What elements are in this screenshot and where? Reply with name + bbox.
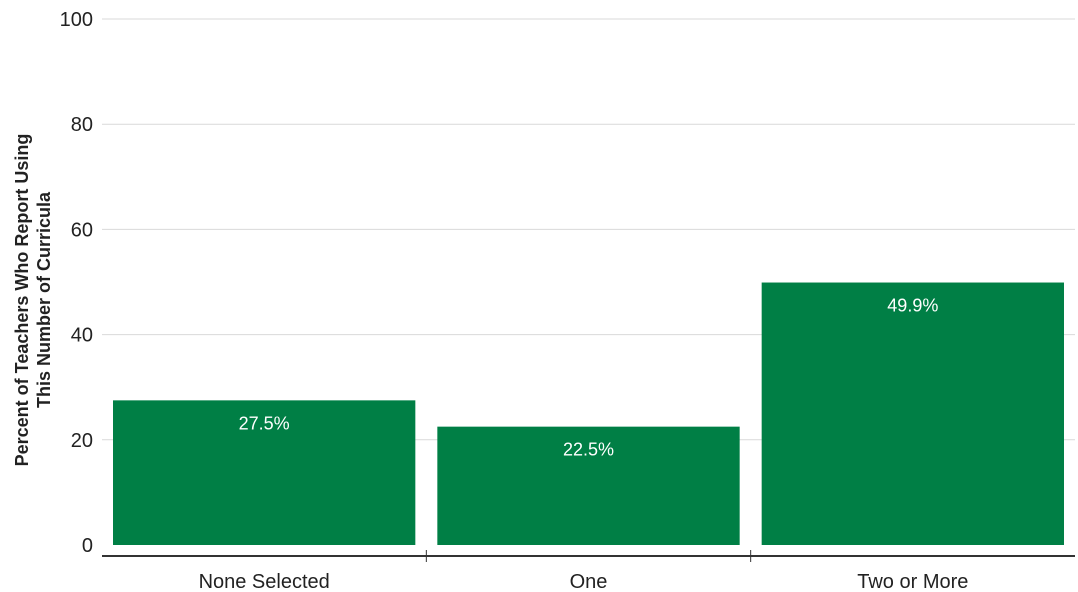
bar	[761, 282, 1064, 545]
y-tick-label: 80	[71, 114, 93, 136]
bar	[437, 426, 740, 545]
y-tick-label: 40	[71, 325, 93, 347]
bar	[113, 400, 416, 545]
y-axis-ticks: 0 20 40 60 80 100	[60, 9, 93, 557]
y-tick-label: 60	[71, 219, 93, 241]
y-axis-title: Percent of Teachers Who Report Using Thi…	[12, 134, 54, 467]
x-axis-ticks: None Selected One Two or More	[199, 550, 968, 592]
bar-value-label: 27.5%	[239, 413, 290, 433]
y-axis-title-line-1: Percent of Teachers Who Report Using	[12, 134, 32, 467]
x-category-label: One	[570, 571, 608, 592]
bar-value-label: 49.9%	[887, 296, 938, 316]
y-tick-label: 100	[60, 9, 93, 31]
x-category-label: None Selected	[199, 571, 330, 592]
y-tick-label: 20	[71, 430, 93, 452]
bar-value-label: 22.5%	[563, 440, 614, 460]
y-axis-title-line-2: This Number of Curricula	[34, 191, 54, 408]
y-tick-label: 0	[82, 535, 93, 557]
bars: 27.5% 22.5% 49.9%	[113, 282, 1064, 545]
x-category-label: Two or More	[857, 571, 968, 592]
